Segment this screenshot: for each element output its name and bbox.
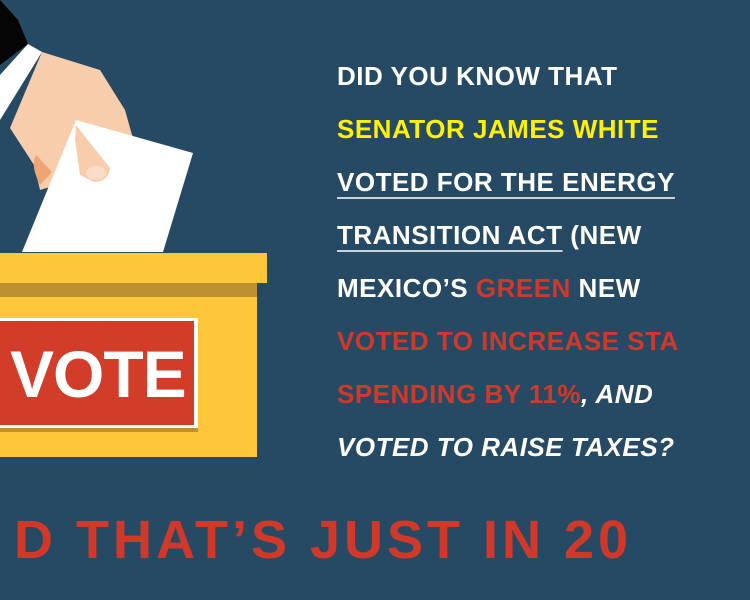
green-highlight: GREEN	[475, 273, 571, 303]
fact-line: SPENDING BY 11%, AND	[337, 376, 747, 429]
facts-text: DID YOU KNOW THAT SENATOR JAMES WHITE VO…	[337, 58, 747, 482]
fact-line: DID YOU KNOW THAT	[337, 61, 618, 91]
fact-line: VOTED FOR THE ENERGY	[337, 167, 675, 197]
senator-name: SENATOR JAMES WHITE	[337, 114, 660, 144]
ballot-paper	[22, 120, 193, 252]
fact-text: , AND	[581, 379, 654, 409]
act-name: TRANSITION ACT	[337, 220, 563, 250]
hand-fingers-back	[33, 155, 52, 185]
fact-line: MEXICO’S GREEN NEW	[337, 270, 747, 323]
fact-text: (NEW	[562, 220, 642, 250]
suit-sleeve	[0, 0, 28, 65]
ballot-box-illustration	[0, 0, 267, 457]
vote-sign-inner	[0, 321, 194, 425]
spending-highlight: SPENDING BY 11%	[337, 379, 582, 409]
fact-line: VOTED TO RAISE TAXES?	[337, 432, 675, 462]
tagline: D THAT’S JUST IN 20	[14, 510, 633, 570]
shirt-cuff	[0, 44, 42, 120]
fact-text: NEW	[570, 273, 641, 303]
fact-line: TRANSITION ACT (NEW	[337, 217, 747, 270]
box-lid	[0, 253, 267, 283]
vote-sign-text: VOTE	[10, 337, 187, 411]
fact-text: MEXICO’S	[337, 273, 476, 303]
thumbnail	[86, 166, 106, 180]
fact-line: VOTED TO INCREASE STA	[337, 326, 679, 356]
box-lid-shadow	[0, 283, 257, 297]
